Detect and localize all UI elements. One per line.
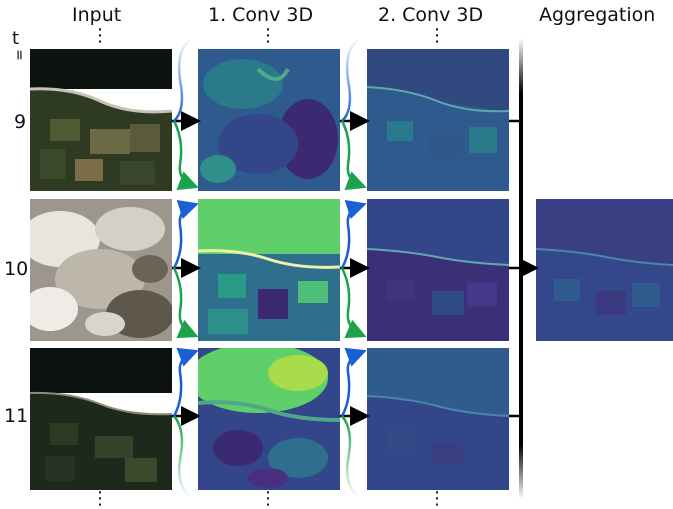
- arrows-input-to-conv1: [172, 38, 201, 497]
- conv2-feature-map-t11: [367, 348, 509, 490]
- aggregation-feature-map: [536, 199, 673, 341]
- ellipsis-top-conv1: ⋮: [259, 25, 277, 46]
- ellipsis-bottom-conv2: ⋮: [428, 488, 446, 509]
- arrows-conv2-to-aggregation: [509, 38, 539, 500]
- ellipsis-top-conv2: ⋮: [428, 25, 446, 46]
- conv2-feature-map-t9: [367, 49, 509, 191]
- row-label-t10: 10: [4, 258, 29, 280]
- row-label-t9: 9: [14, 111, 27, 133]
- conv1-feature-map-t11: [198, 348, 340, 490]
- header-conv2: 2. Conv 3D: [378, 4, 484, 26]
- header-conv1: 1. Conv 3D: [208, 4, 314, 26]
- input-image-t9: [30, 49, 172, 191]
- header-input: Input: [72, 4, 122, 26]
- conv1-feature-map-t9: [198, 49, 340, 191]
- arrows-conv1-to-conv2: [340, 38, 370, 497]
- conv1-feature-map-t10: [198, 199, 340, 341]
- row-label-t11: 11: [4, 405, 29, 427]
- time-equals-sign: =: [10, 49, 27, 61]
- aggregation-bar: [519, 38, 523, 500]
- ellipsis-top-input: ⋮: [91, 25, 109, 46]
- time-axis-label: t: [12, 28, 20, 49]
- conv2-feature-map-t10: [367, 199, 509, 341]
- ellipsis-bottom-input: ⋮: [91, 488, 109, 509]
- header-aggregation: Aggregation: [539, 4, 656, 26]
- input-image-t11: [30, 348, 172, 490]
- input-image-t10: [30, 199, 172, 341]
- ellipsis-bottom-conv1: ⋮: [259, 488, 277, 509]
